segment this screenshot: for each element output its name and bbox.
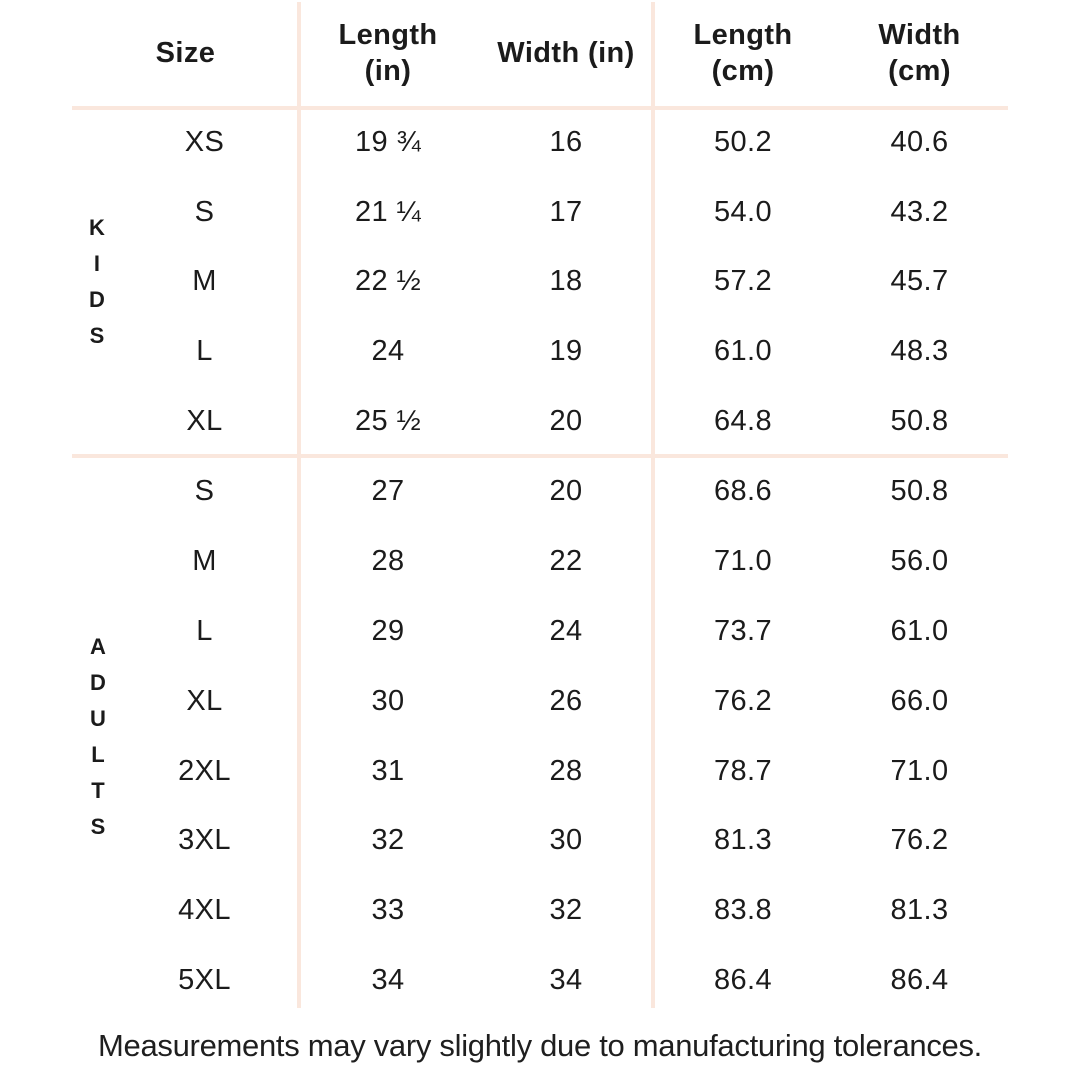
cell-size: 5XL bbox=[178, 963, 231, 996]
cell-width-cm: 50.8 bbox=[890, 404, 949, 437]
cell-length-in: 25 ½ bbox=[354, 404, 422, 437]
cell-length-cm: 57.2 bbox=[713, 265, 773, 298]
cell-length-in: 19 ¾ bbox=[354, 126, 422, 159]
table-row: XS 19 ¾ 16 50.2 40.6 bbox=[72, 108, 1008, 178]
cell-width-cm: 76.2 bbox=[890, 824, 949, 857]
cell-width-in: 34 bbox=[549, 963, 583, 996]
cell-size: 3XL bbox=[178, 824, 231, 857]
cell-width-in: 22 bbox=[549, 545, 583, 578]
cell-width-in: 20 bbox=[549, 475, 583, 508]
cell-length-cm: 68.6 bbox=[713, 475, 773, 508]
col-header-size: Size bbox=[155, 37, 216, 69]
cell-length-in: 24 bbox=[371, 335, 405, 368]
cell-length-cm: 78.7 bbox=[713, 754, 773, 787]
cell-width-cm: 71.0 bbox=[890, 754, 949, 787]
cell-length-in: 31 bbox=[371, 754, 405, 787]
cell-length-cm: 61.0 bbox=[713, 335, 773, 368]
col-header-width-in: Width (in) bbox=[497, 37, 635, 69]
cell-size: XS bbox=[184, 126, 225, 159]
table-row: L 24 19 61.0 48.3 bbox=[72, 317, 1008, 387]
table-row: S 21 ¼ 17 54.0 43.2 bbox=[72, 178, 1008, 248]
col-header-length-cm: Length (cm) bbox=[693, 19, 793, 87]
cell-length-in: 21 ¼ bbox=[354, 195, 422, 228]
cell-width-cm: 45.7 bbox=[890, 265, 949, 298]
cell-size: S bbox=[194, 195, 215, 228]
cell-size: L bbox=[196, 614, 213, 647]
column-divider-right bbox=[651, 2, 655, 1008]
cell-length-in: 33 bbox=[371, 894, 405, 927]
cell-width-cm: 56.0 bbox=[890, 545, 949, 578]
col-header-width-cm: Width (cm) bbox=[878, 19, 961, 87]
cell-width-in: 17 bbox=[549, 195, 583, 228]
table-row: XL 25 ½ 20 64.8 50.8 bbox=[72, 386, 1008, 456]
table-row: 3XL 32 30 81.3 76.2 bbox=[72, 806, 1008, 876]
cell-width-cm: 40.6 bbox=[890, 126, 949, 159]
column-divider-left bbox=[297, 2, 301, 1008]
cell-size: XL bbox=[186, 684, 223, 717]
table-row: M 22 ½ 18 57.2 45.7 bbox=[72, 247, 1008, 317]
cell-length-in: 28 bbox=[371, 545, 405, 578]
table-row: 5XL 34 34 86.4 86.4 bbox=[72, 946, 1008, 1016]
cell-length-cm: 81.3 bbox=[713, 824, 773, 857]
cell-length-cm: 76.2 bbox=[713, 684, 773, 717]
table-row: M 28 22 71.0 56.0 bbox=[72, 527, 1008, 597]
cell-size: S bbox=[194, 475, 215, 508]
cell-length-in: 22 ½ bbox=[354, 265, 422, 298]
cell-length-cm: 73.7 bbox=[713, 614, 773, 647]
cell-size: 4XL bbox=[178, 894, 231, 927]
tolerance-note: Measurements may vary slightly due to ma… bbox=[98, 1028, 982, 1063]
cell-size: XL bbox=[186, 404, 223, 437]
cell-size: L bbox=[196, 335, 213, 368]
cell-size: 2XL bbox=[178, 754, 231, 787]
col-header-length-in: Length (in) bbox=[338, 19, 438, 87]
cell-width-in: 19 bbox=[549, 335, 583, 368]
cell-length-cm: 54.0 bbox=[713, 195, 773, 228]
kids-section-rows: XS 19 ¾ 16 50.2 40.6 S 21 ¼ 17 54.0 43.2… bbox=[72, 108, 1008, 456]
table-row: S 27 20 68.6 50.8 bbox=[72, 457, 1008, 527]
table-row: 4XL 33 32 83.8 81.3 bbox=[72, 876, 1008, 946]
cell-length-in: 29 bbox=[371, 614, 405, 647]
cell-width-cm: 50.8 bbox=[890, 475, 949, 508]
cell-width-in: 20 bbox=[549, 404, 583, 437]
table-row: XL 30 26 76.2 66.0 bbox=[72, 666, 1008, 736]
cell-length-in: 30 bbox=[371, 684, 405, 717]
section-divider-line bbox=[72, 454, 1008, 458]
adults-section-rows: S 27 20 68.6 50.8 M 28 22 71.0 56.0 L 29… bbox=[72, 457, 1008, 1015]
cell-width-in: 24 bbox=[549, 614, 583, 647]
cell-size: M bbox=[192, 265, 217, 298]
cell-width-in: 16 bbox=[549, 126, 583, 159]
cell-length-cm: 64.8 bbox=[713, 404, 773, 437]
table-row: L 29 24 73.7 61.0 bbox=[72, 597, 1008, 667]
cell-width-cm: 61.0 bbox=[890, 614, 949, 647]
cell-width-in: 30 bbox=[549, 824, 583, 857]
cell-length-cm: 50.2 bbox=[713, 126, 773, 159]
cell-size: M bbox=[192, 545, 217, 578]
cell-width-cm: 66.0 bbox=[890, 684, 949, 717]
cell-width-in: 18 bbox=[549, 265, 583, 298]
cell-length-cm: 86.4 bbox=[713, 963, 773, 996]
table-row: 2XL 31 28 78.7 71.0 bbox=[72, 736, 1008, 806]
cell-length-in: 27 bbox=[371, 475, 405, 508]
cell-width-in: 32 bbox=[549, 894, 583, 927]
cell-length-in: 34 bbox=[371, 963, 405, 996]
cell-width-in: 26 bbox=[549, 684, 583, 717]
cell-width-in: 28 bbox=[549, 754, 583, 787]
header-divider-line bbox=[72, 106, 1008, 110]
cell-length-cm: 83.8 bbox=[713, 894, 773, 927]
cell-width-cm: 81.3 bbox=[890, 894, 949, 927]
cell-width-cm: 43.2 bbox=[890, 195, 949, 228]
table-header-row: Size Length (in) Width (in) Length (cm) … bbox=[72, 0, 1008, 106]
cell-length-in: 32 bbox=[371, 824, 405, 857]
cell-width-cm: 48.3 bbox=[890, 335, 949, 368]
cell-width-cm: 86.4 bbox=[890, 963, 949, 996]
cell-length-cm: 71.0 bbox=[713, 545, 773, 578]
